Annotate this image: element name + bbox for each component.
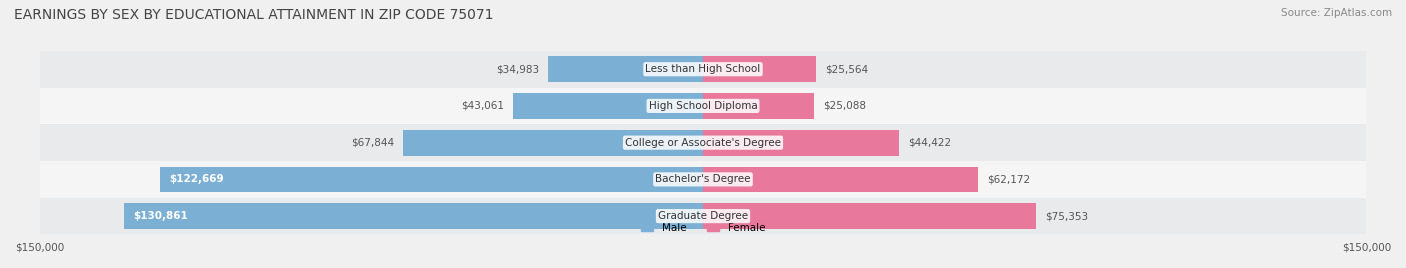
Text: Graduate Degree: Graduate Degree	[658, 211, 748, 221]
Bar	[404, 130, 703, 155]
Text: $34,983: $34,983	[496, 64, 540, 74]
Bar	[39, 51, 1367, 88]
Bar	[513, 93, 703, 119]
Bar	[39, 161, 1367, 198]
Bar	[39, 88, 1367, 124]
Text: $25,564: $25,564	[825, 64, 868, 74]
Bar	[160, 166, 703, 192]
Legend: Male, Female: Male, Female	[637, 218, 769, 237]
Bar	[703, 130, 900, 155]
Bar	[703, 93, 814, 119]
Text: $75,353: $75,353	[1045, 211, 1088, 221]
Text: $25,088: $25,088	[823, 101, 866, 111]
Text: $62,172: $62,172	[987, 174, 1031, 184]
Text: Less than High School: Less than High School	[645, 64, 761, 74]
Text: EARNINGS BY SEX BY EDUCATIONAL ATTAINMENT IN ZIP CODE 75071: EARNINGS BY SEX BY EDUCATIONAL ATTAINMEN…	[14, 8, 494, 22]
Bar	[703, 166, 979, 192]
Bar	[124, 203, 703, 229]
Bar	[39, 124, 1367, 161]
Text: $67,844: $67,844	[352, 138, 394, 148]
Text: $122,669: $122,669	[169, 174, 224, 184]
Text: Source: ZipAtlas.com: Source: ZipAtlas.com	[1281, 8, 1392, 18]
Text: College or Associate's Degree: College or Associate's Degree	[626, 138, 780, 148]
Bar	[548, 56, 703, 82]
Text: $130,861: $130,861	[134, 211, 188, 221]
Text: $43,061: $43,061	[461, 101, 503, 111]
Text: High School Diploma: High School Diploma	[648, 101, 758, 111]
Bar	[703, 56, 815, 82]
Text: Bachelor's Degree: Bachelor's Degree	[655, 174, 751, 184]
Bar	[39, 198, 1367, 234]
Text: $44,422: $44,422	[908, 138, 952, 148]
Bar	[703, 203, 1036, 229]
